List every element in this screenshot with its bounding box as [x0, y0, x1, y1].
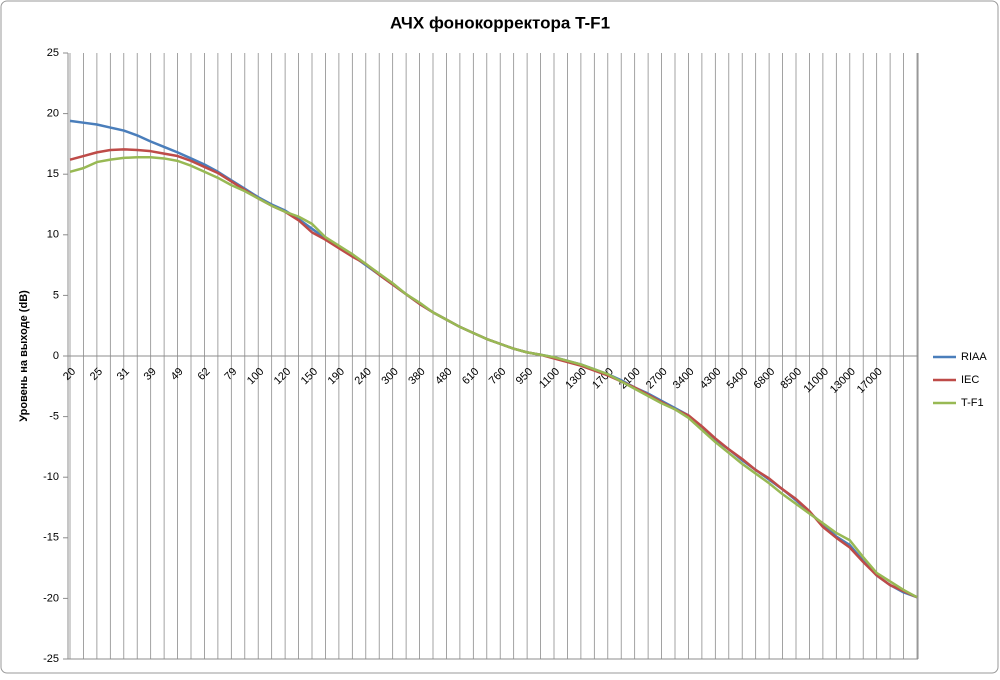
- y-tick-label: -15: [43, 532, 59, 544]
- chart-title: АЧХ фонокорректора T-F1: [390, 13, 610, 32]
- y-tick-label: -5: [49, 411, 59, 423]
- y-tick-label: 10: [47, 229, 59, 241]
- y-tick-label: 15: [47, 168, 59, 180]
- y-tick-label: -10: [43, 471, 59, 483]
- legend-label: RIAA: [961, 351, 987, 363]
- y-tick-label: 25: [47, 47, 59, 59]
- y-tick-label: -20: [43, 592, 59, 604]
- y-tick-label: 0: [53, 350, 59, 362]
- series-line: [69, 155, 918, 599]
- y-axis-label: Уровень на выходе (dB): [18, 290, 30, 422]
- legend-label: IEC: [961, 374, 979, 386]
- legend-label: T-F1: [961, 397, 984, 409]
- y-tick-label: -25: [43, 653, 59, 665]
- y-tick-label: 5: [53, 289, 59, 301]
- y-tick-label: 20: [47, 108, 59, 120]
